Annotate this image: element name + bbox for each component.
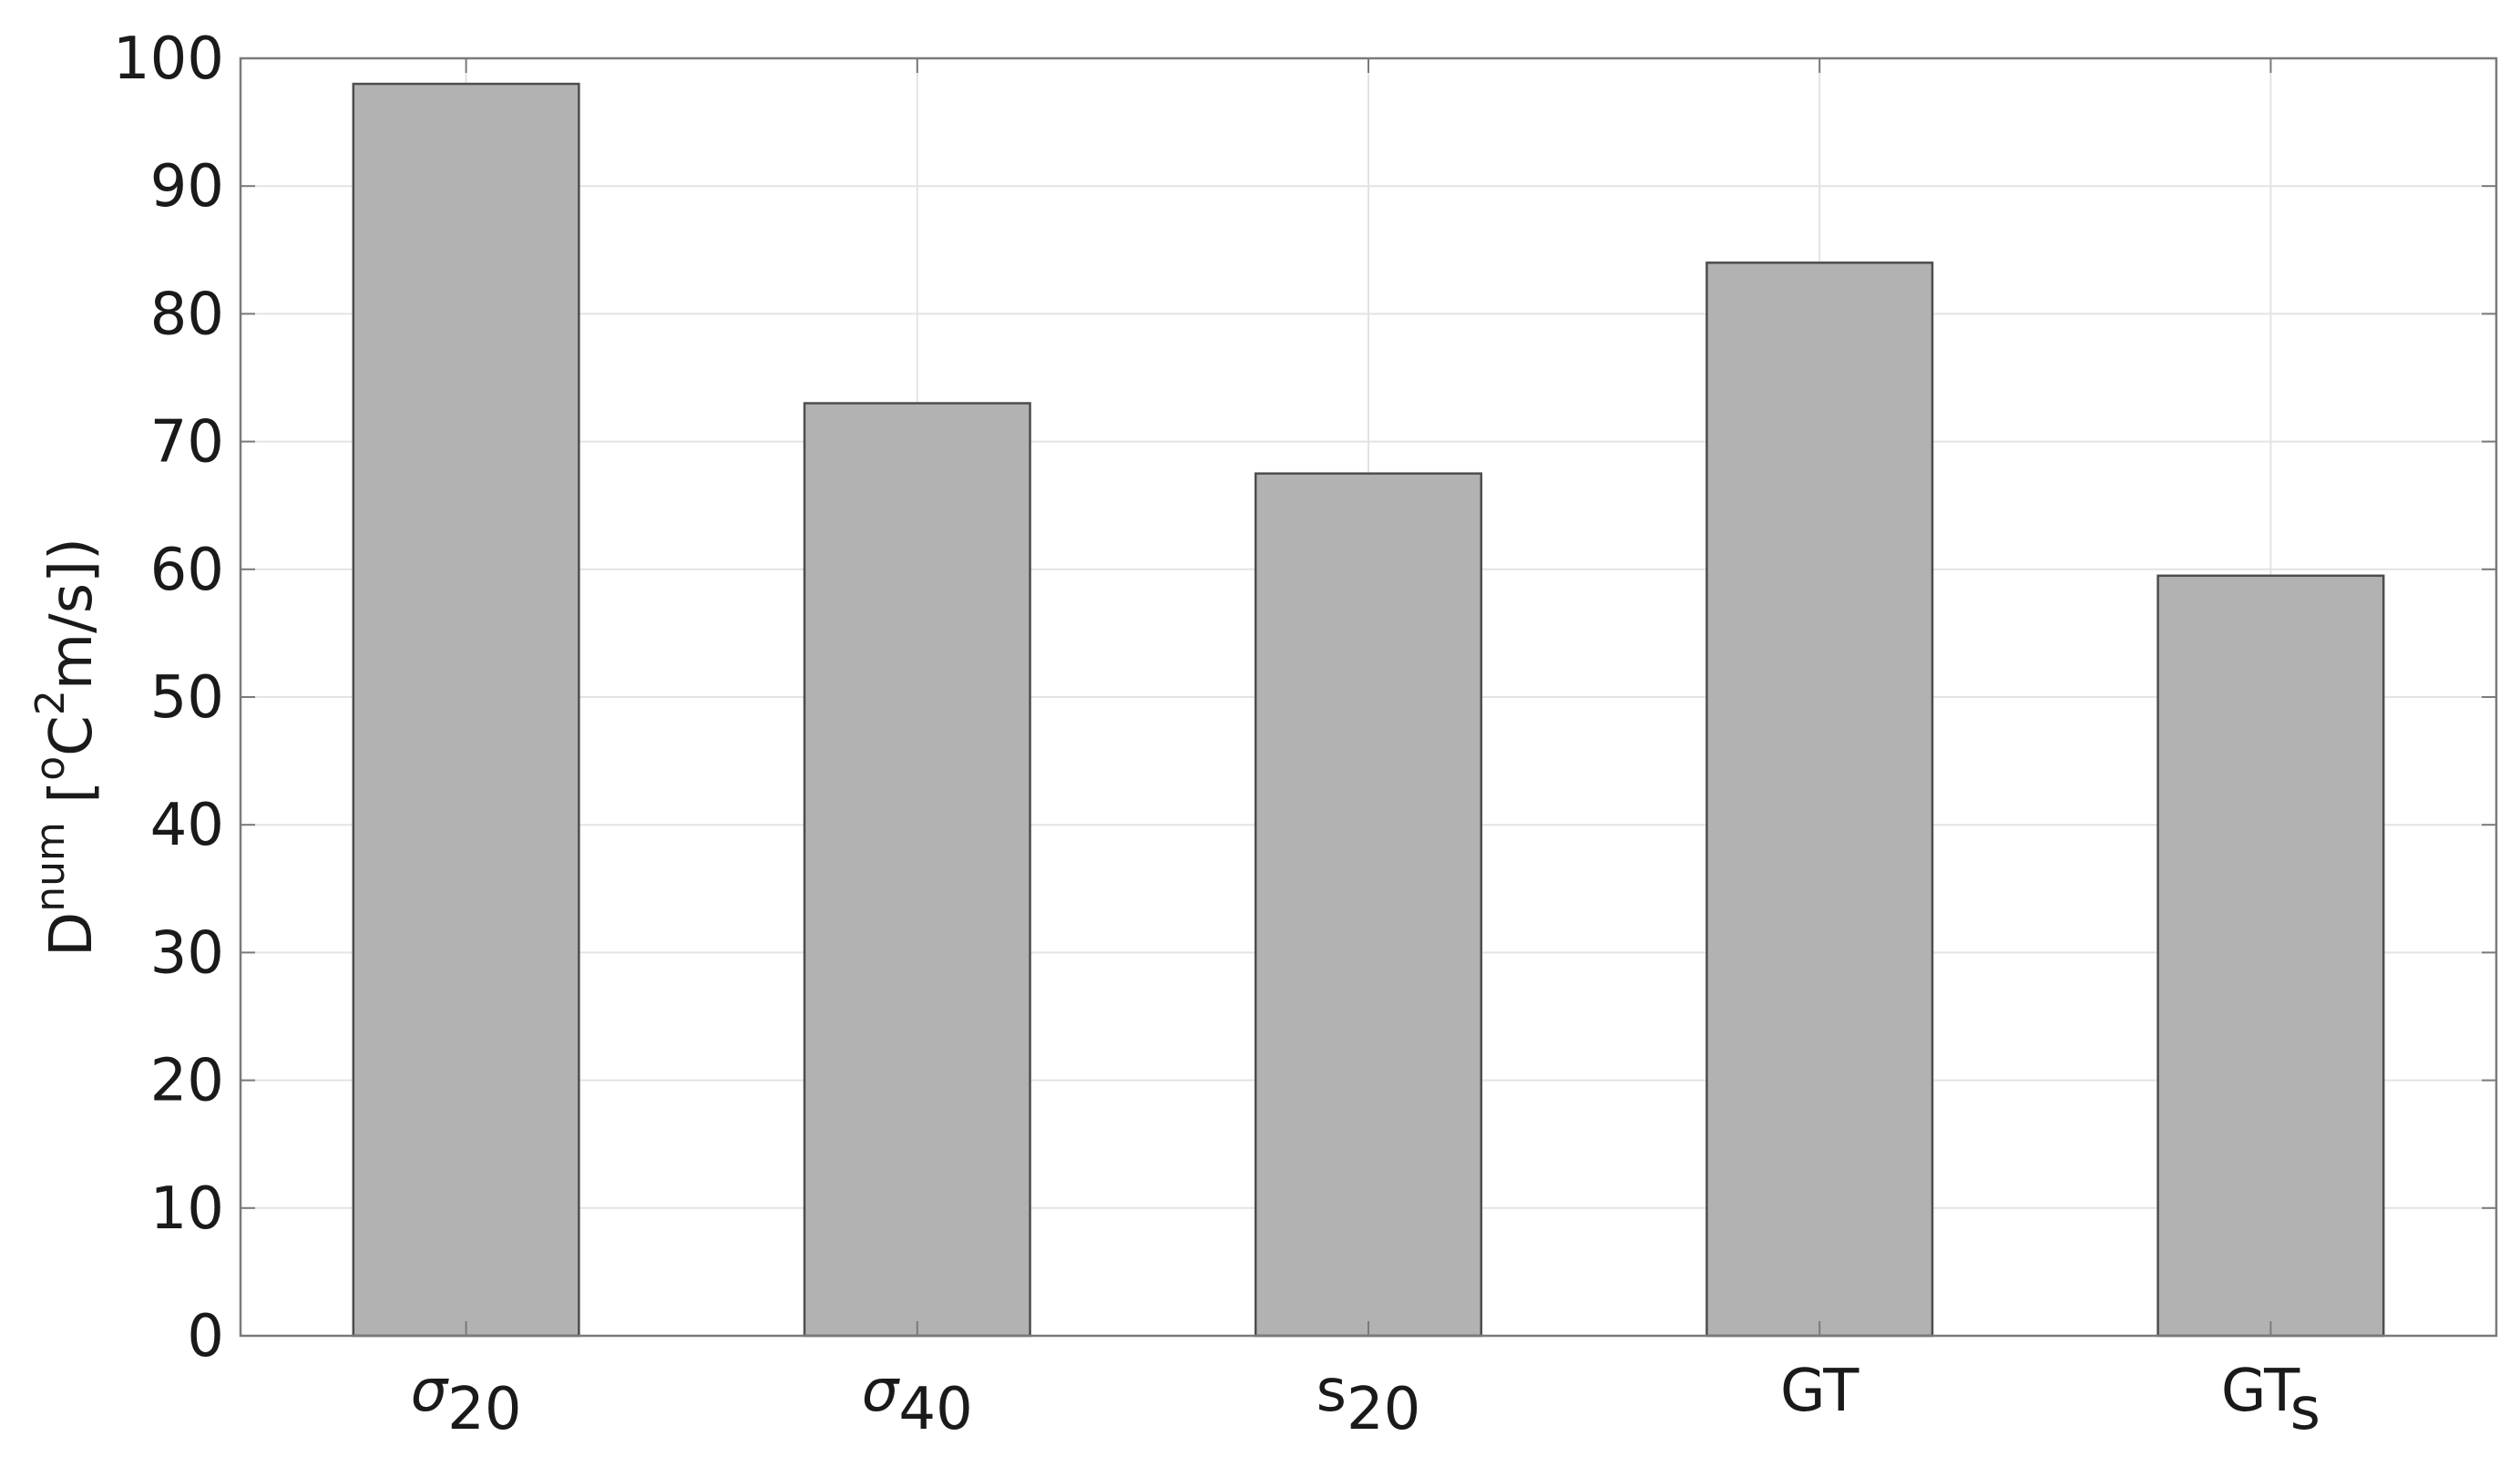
y-tick-label: 80 — [150, 281, 224, 348]
y-axis-label-degree: o — [27, 756, 74, 781]
x-tick-label-base: σ — [862, 1358, 901, 1425]
x-tick-label: GT — [1780, 1358, 1859, 1425]
y-tick-label: 60 — [150, 537, 224, 604]
x-tick-label-base: σ — [411, 1358, 450, 1425]
bar — [352, 82, 580, 1338]
x-tick-label: σ40 — [862, 1358, 973, 1443]
plot-frame — [239, 56, 2498, 1338]
y-tick-label: 10 — [150, 1175, 224, 1243]
bar — [2156, 574, 2385, 1338]
x-tick-label: s20 — [1316, 1358, 1421, 1443]
y-axis-label-bracket: [ — [38, 781, 106, 822]
x-tick-label-subscript: 40 — [898, 1376, 972, 1443]
y-tick-label: 100 — [113, 26, 224, 93]
x-tick-labels: σ20 σ40 s20 GT GTs — [411, 1358, 2320, 1443]
y-tick-label: 70 — [150, 409, 224, 477]
x-tick-label: GTs — [2221, 1358, 2320, 1443]
y-tick-labels: 0 10 20 30 40 50 60 70 80 90 100 — [113, 26, 224, 1370]
x-tick-label-subscript: s — [2290, 1376, 2320, 1443]
bar — [803, 402, 1031, 1338]
y-tick-label: 50 — [150, 664, 224, 732]
x-tick-label-subscript: 20 — [1347, 1376, 1420, 1443]
bar — [1706, 262, 1934, 1338]
x-tick-label-base: GT — [1780, 1358, 1859, 1425]
x-tick-label-base: s — [1316, 1358, 1347, 1425]
x-tick-label-subscript: 20 — [447, 1376, 521, 1443]
y-axis-label-exponent: 2 — [27, 690, 74, 715]
y-tick-label: 30 — [150, 919, 224, 987]
y-tick-label: 20 — [150, 1048, 224, 1115]
y-axis-label-rest: m/s]) — [38, 538, 106, 690]
x-tick-label: σ20 — [411, 1358, 522, 1443]
y-tick-label: 90 — [150, 153, 224, 221]
axes — [239, 56, 2498, 1338]
y-axis-label: Dnum [oC2m/s]) — [27, 538, 106, 957]
y-axis-label-unit-c: C — [38, 715, 106, 756]
y-tick-label: 0 — [187, 1303, 224, 1370]
y-axis-label-base: D — [38, 912, 106, 957]
bars — [352, 82, 2385, 1338]
y-axis-label-superscript: num — [27, 822, 74, 912]
x-tick-label-base: GT — [2221, 1358, 2300, 1425]
y-tick-label: 40 — [150, 792, 224, 859]
bar — [1254, 472, 1483, 1338]
